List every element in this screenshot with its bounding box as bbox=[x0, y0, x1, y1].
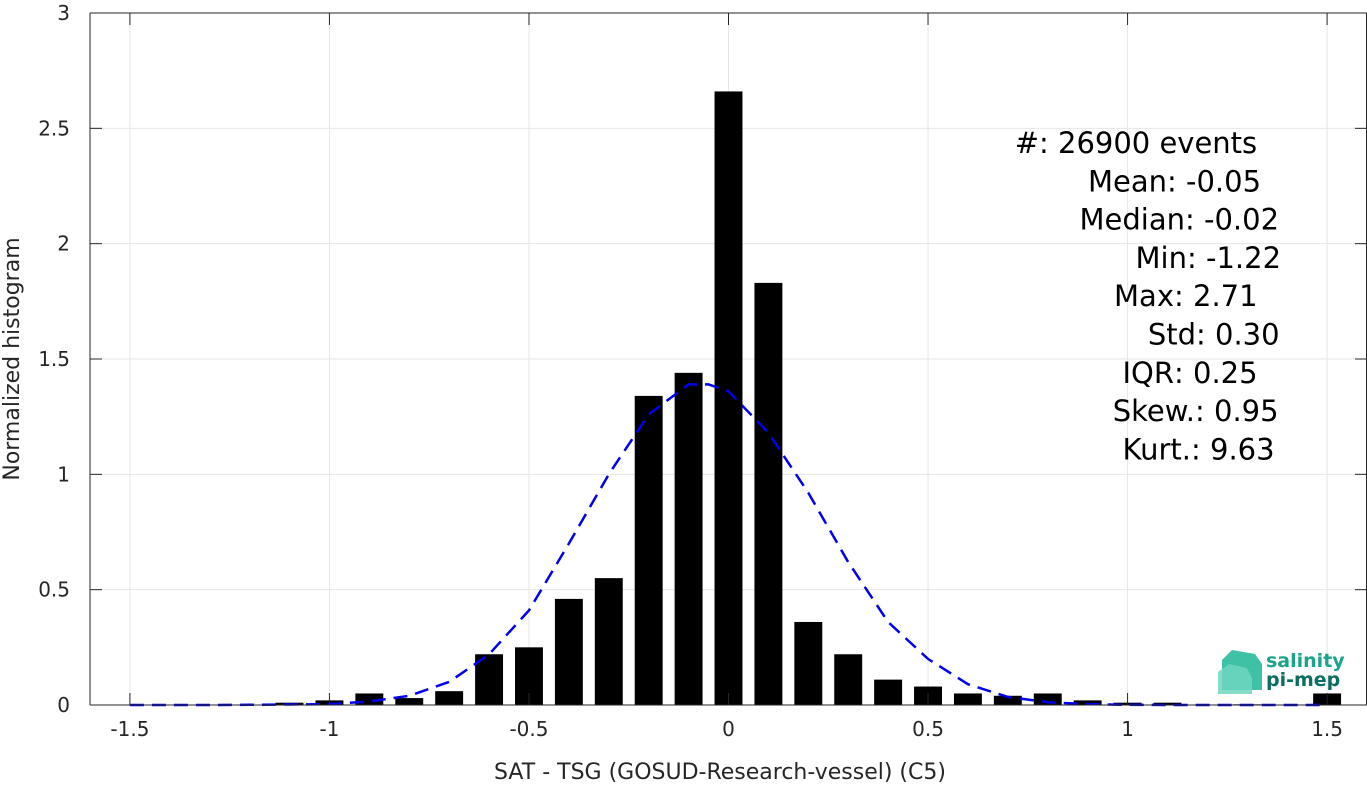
stat-label: Min bbox=[1136, 241, 1187, 275]
histogram-bar bbox=[754, 282, 783, 705]
x-tick-label: 1 bbox=[1121, 717, 1134, 741]
logo-text-pi-mep: pi-mep bbox=[1266, 669, 1340, 691]
histogram-bar bbox=[1073, 700, 1102, 705]
stat-label: Skew. bbox=[1113, 394, 1195, 428]
stat-value: : 9.63 bbox=[1191, 432, 1275, 466]
stat-value: : 2.71 bbox=[1174, 279, 1258, 313]
y-tick-label: 1.5 bbox=[38, 347, 70, 371]
stat-value: : -0.05 bbox=[1167, 164, 1261, 198]
stat-value: : 0.95 bbox=[1195, 394, 1279, 428]
x-tick-label: 0 bbox=[722, 717, 735, 741]
salinity-pi-mep-logo: salinity pi-mep bbox=[1218, 650, 1345, 694]
x-tick-labels: -1.5 -1 -0.5 0 0.5 1 1.5 bbox=[110, 717, 1343, 741]
logo-text-salinity: salinity bbox=[1266, 650, 1345, 672]
stat-label: Kurt. bbox=[1123, 432, 1191, 466]
stat-label: IQR bbox=[1122, 356, 1174, 390]
histogram-bar bbox=[594, 578, 623, 705]
statistics-panel: # : 26900 events Mean : -0.05 Median : -0.… bbox=[1015, 126, 1281, 466]
x-tick-label: -0.5 bbox=[509, 717, 548, 741]
y-tick-labels: 0 0.5 1 1.5 2 2.5 3 bbox=[38, 1, 70, 717]
histogram-bars bbox=[275, 91, 1342, 706]
y-tick-label: 2 bbox=[57, 232, 70, 256]
histogram-bar bbox=[1153, 702, 1182, 705]
histogram-bar bbox=[794, 621, 823, 705]
stat-value: : 0.30 bbox=[1196, 318, 1280, 352]
histogram-bar bbox=[1033, 693, 1062, 705]
y-axis-title: Normalized histogram bbox=[0, 237, 25, 480]
x-tick-label: 1.5 bbox=[1311, 717, 1343, 741]
histogram-bar bbox=[355, 693, 384, 705]
x-tick-label: 0.5 bbox=[912, 717, 944, 741]
histogram-bar bbox=[395, 698, 424, 705]
y-tick-label: 2.5 bbox=[38, 116, 70, 140]
stat-label: # bbox=[1015, 126, 1039, 160]
stat-value: : -1.22 bbox=[1187, 241, 1281, 275]
histogram-bar bbox=[834, 654, 863, 705]
histogram-bar bbox=[953, 693, 982, 705]
histogram-bar bbox=[993, 695, 1022, 705]
y-tick-label: 3 bbox=[57, 1, 70, 25]
histogram-bar bbox=[554, 598, 583, 705]
histogram-bar bbox=[674, 372, 703, 705]
y-tick-label: 1 bbox=[57, 462, 70, 486]
x-tick-label: -1 bbox=[319, 717, 339, 741]
histogram-bar bbox=[475, 654, 504, 705]
stat-label: Std bbox=[1148, 318, 1196, 352]
histogram-bar bbox=[435, 691, 464, 705]
stat-value: : 26900 events bbox=[1039, 126, 1257, 160]
histogram-bar bbox=[634, 395, 663, 705]
x-axis-title: SAT - TSG (GOSUD-Research-vessel) (C5) bbox=[494, 760, 946, 785]
histogram-bar bbox=[874, 679, 903, 705]
stat-label: Max bbox=[1114, 279, 1174, 313]
y-tick-label: 0 bbox=[57, 693, 70, 717]
histogram-bar bbox=[714, 91, 743, 706]
stat-value: : -0.02 bbox=[1185, 203, 1279, 237]
stat-label: Mean bbox=[1088, 164, 1167, 198]
stat-value: : 0.25 bbox=[1174, 356, 1258, 390]
x-tick-label: -1.5 bbox=[110, 717, 149, 741]
stat-label: Median bbox=[1080, 203, 1185, 237]
y-tick-label: 0.5 bbox=[38, 578, 70, 602]
